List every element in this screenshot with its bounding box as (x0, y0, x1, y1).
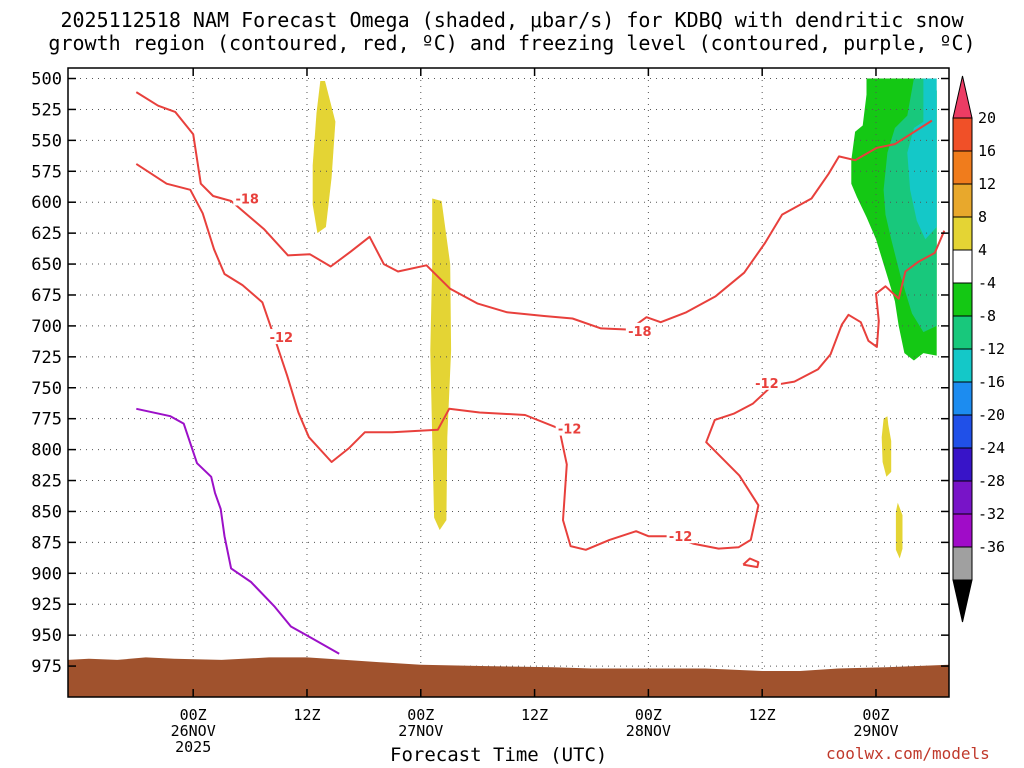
x-tick-label-24-3: 2025 (175, 738, 211, 756)
contour-label-bg-2 (267, 329, 296, 345)
chart-title-line-2: growth region (contoured, red, ºC) and f… (48, 31, 976, 55)
colorbar-label-7: -8 (978, 307, 996, 325)
terrain-polygon (68, 657, 949, 697)
y-tick-label-925: 925 (31, 595, 62, 615)
colorbar-label-13: -32 (978, 505, 1005, 523)
x-tick-label-36-1: 12Z (293, 706, 320, 724)
contour-line-1 (135, 91, 933, 331)
x-tick-label-24-2: 26NOV (171, 722, 216, 740)
y-tick-label-650: 650 (31, 255, 62, 275)
y-tick-label-675: 675 (31, 286, 62, 306)
colorbar-segment-11 (952, 447, 973, 482)
contour-label-6: -12 (755, 377, 779, 392)
colorbar: 20 16 12 8 4 -4 -8 -12 -16 -20 -24 -28 -32 -36 (952, 75, 1005, 623)
x-tick-label-24-1: 00Z (180, 706, 207, 724)
colorbar-label-11: -24 (978, 439, 1005, 457)
y-tick-label-525: 525 (31, 100, 62, 120)
colorbar-label-12: -28 (978, 472, 1005, 490)
y-tick-label-775: 775 (31, 410, 62, 430)
omega-band-2 (430, 198, 452, 530)
contour-label-bg-3 (625, 322, 654, 338)
contour-label-bg-5 (666, 528, 695, 544)
colorbar-segment-7 (952, 315, 973, 350)
y-tick-label-725: 725 (31, 348, 62, 368)
x-tick-label-84-1: 12Z (749, 706, 776, 724)
colorbar-label-10: -20 (978, 406, 1005, 424)
y-tick-label-975: 975 (31, 657, 62, 677)
terrain (68, 657, 949, 697)
omega-band-1 (312, 81, 336, 234)
colorbar-segment-8 (952, 348, 973, 383)
contour-label-bg-1 (233, 190, 262, 206)
colorbar-segment-14 (952, 546, 973, 581)
y-tick-label-625: 625 (31, 224, 62, 244)
y-tick-label-750: 750 (31, 379, 62, 399)
contours (135, 91, 946, 655)
y-tick-label-550: 550 (31, 131, 62, 151)
omega-shading (312, 78, 937, 559)
credit-link[interactable]: coolwx.com/models (826, 744, 990, 763)
colorbar-segment-1 (952, 117, 973, 152)
contour-labels: -18 -12 -18 -12 -12 -12 (233, 190, 781, 545)
contour-label-bg-6 (752, 374, 781, 390)
colorbar-label-4: 8 (978, 208, 987, 226)
colorbar-segment-4 (952, 216, 973, 251)
y-tick-label-800: 800 (31, 441, 62, 461)
y-tick-label-850: 850 (31, 502, 62, 522)
x-tick-label-96-2: 29NOV (853, 722, 898, 740)
colorbar-label-2: 16 (978, 142, 996, 160)
colorbar-segment-3 (952, 183, 973, 218)
x-tick-label-72-2: 28NOV (626, 722, 671, 740)
x-tick-label-48-1: 00Z (407, 706, 434, 724)
x-tick-label-96-1: 00Z (862, 706, 889, 724)
colorbar-label-5: 4 (978, 241, 987, 259)
colorbar-segment-13 (952, 513, 973, 548)
omega-band-4 (895, 502, 903, 559)
colorbar-label-8: -12 (978, 340, 1005, 358)
y-tick-label-825: 825 (31, 472, 62, 492)
colorbar-segment-5 (952, 249, 973, 284)
contour-line-2 (135, 163, 946, 551)
colorbar-segment-10 (952, 414, 973, 449)
omega-band-7 (907, 78, 937, 240)
y-tick-label-600: 600 (31, 193, 62, 213)
y-tick-label-950: 950 (31, 626, 62, 646)
colorbar-segment-6 (952, 282, 973, 317)
colorbar-segment-2 (952, 150, 973, 185)
colorbar-label-14: -36 (978, 538, 1005, 556)
contour-line-4 (136, 407, 340, 655)
x-axis-label: Forecast Time (UTC) (390, 744, 608, 766)
contour-label-5: -12 (669, 530, 693, 545)
contour-label-3: -18 (628, 325, 652, 340)
grid (68, 68, 949, 697)
x-tick-label-60-1: 12Z (521, 706, 548, 724)
colorbar-top-arrow (952, 75, 973, 119)
y-tick-label-875: 875 (31, 533, 62, 553)
colorbar-label-9: -16 (978, 373, 1005, 391)
plot-frame (67, 67, 950, 698)
contour-label-1: -18 (235, 193, 259, 208)
y-axis-ticks: 500 525 550 575 600 625 650 675 700 725 750 775 800 8… (31, 70, 949, 677)
colorbar-label-3: 12 (978, 175, 996, 193)
contour-label-bg-4 (555, 420, 584, 436)
colorbar-segment-9 (952, 381, 973, 416)
omega-band-3 (881, 416, 892, 477)
colorbar-bottom-arrow (952, 579, 973, 623)
x-tick-label-48-2: 27NOV (398, 722, 443, 740)
colorbar-label-1: 20 (978, 109, 996, 127)
colorbar-segment-12 (952, 480, 973, 515)
y-tick-label-700: 700 (31, 317, 62, 337)
chart-title-line-1: 2025112518 NAM Forecast Omega (shaded, μ… (60, 8, 964, 32)
contour-label-4: -12 (558, 423, 582, 438)
y-tick-label-575: 575 (31, 162, 62, 182)
y-tick-label-500: 500 (31, 70, 62, 90)
contour-label-2: -12 (270, 331, 294, 346)
x-tick-label-72-1: 00Z (635, 706, 662, 724)
colorbar-label-6: -4 (978, 274, 996, 292)
contour-line-3 (742, 557, 760, 569)
y-tick-label-900: 900 (31, 564, 62, 584)
